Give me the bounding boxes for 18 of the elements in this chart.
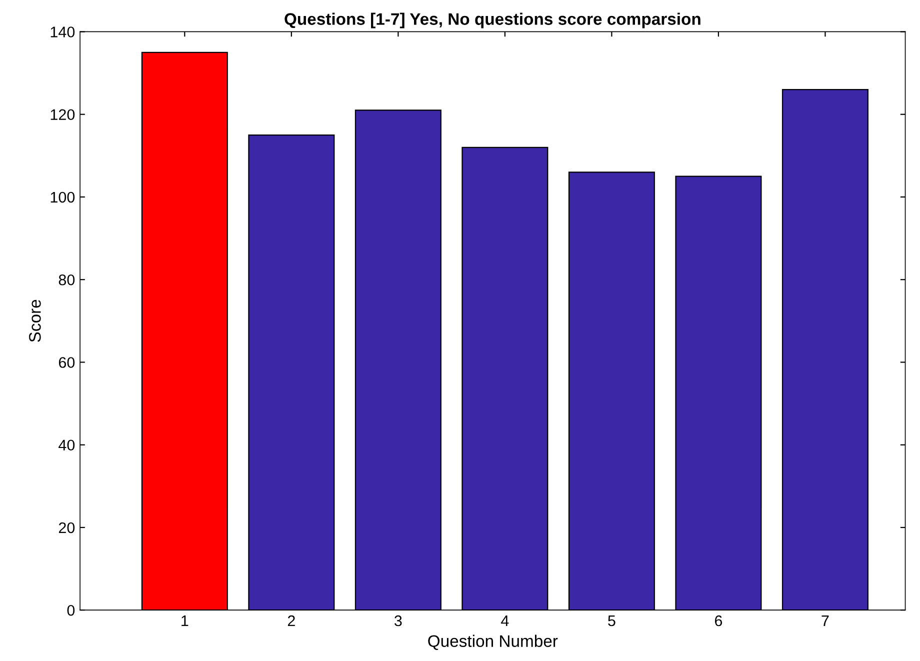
x-axis-title: Question Number	[428, 634, 558, 650]
y-tick-label: 20	[58, 522, 75, 534]
x-tick-label: 6	[714, 615, 722, 626]
y-tick-label: 140	[50, 26, 75, 38]
x-tick-label: 5	[608, 616, 616, 626]
x-tick-label: 7	[822, 616, 829, 626]
y-tick-label: 100	[50, 192, 75, 203]
x-tick-label: 4	[501, 616, 509, 626]
x-tick-label: 2	[288, 615, 295, 626]
x-tick-label: 1	[182, 616, 188, 626]
y-tick-label: 120	[50, 109, 75, 120]
x-tick-label: 3	[394, 615, 402, 626]
y-tick-label: 80	[58, 274, 75, 286]
chart-title: Questions [1-7] Yes, No questions score comparsion	[284, 12, 700, 28]
y-axis-title: Score	[29, 300, 41, 342]
y-tick-label: 60	[58, 357, 75, 368]
y-tick-label: 0	[67, 604, 75, 616]
y-tick-label: 40	[58, 440, 75, 451]
